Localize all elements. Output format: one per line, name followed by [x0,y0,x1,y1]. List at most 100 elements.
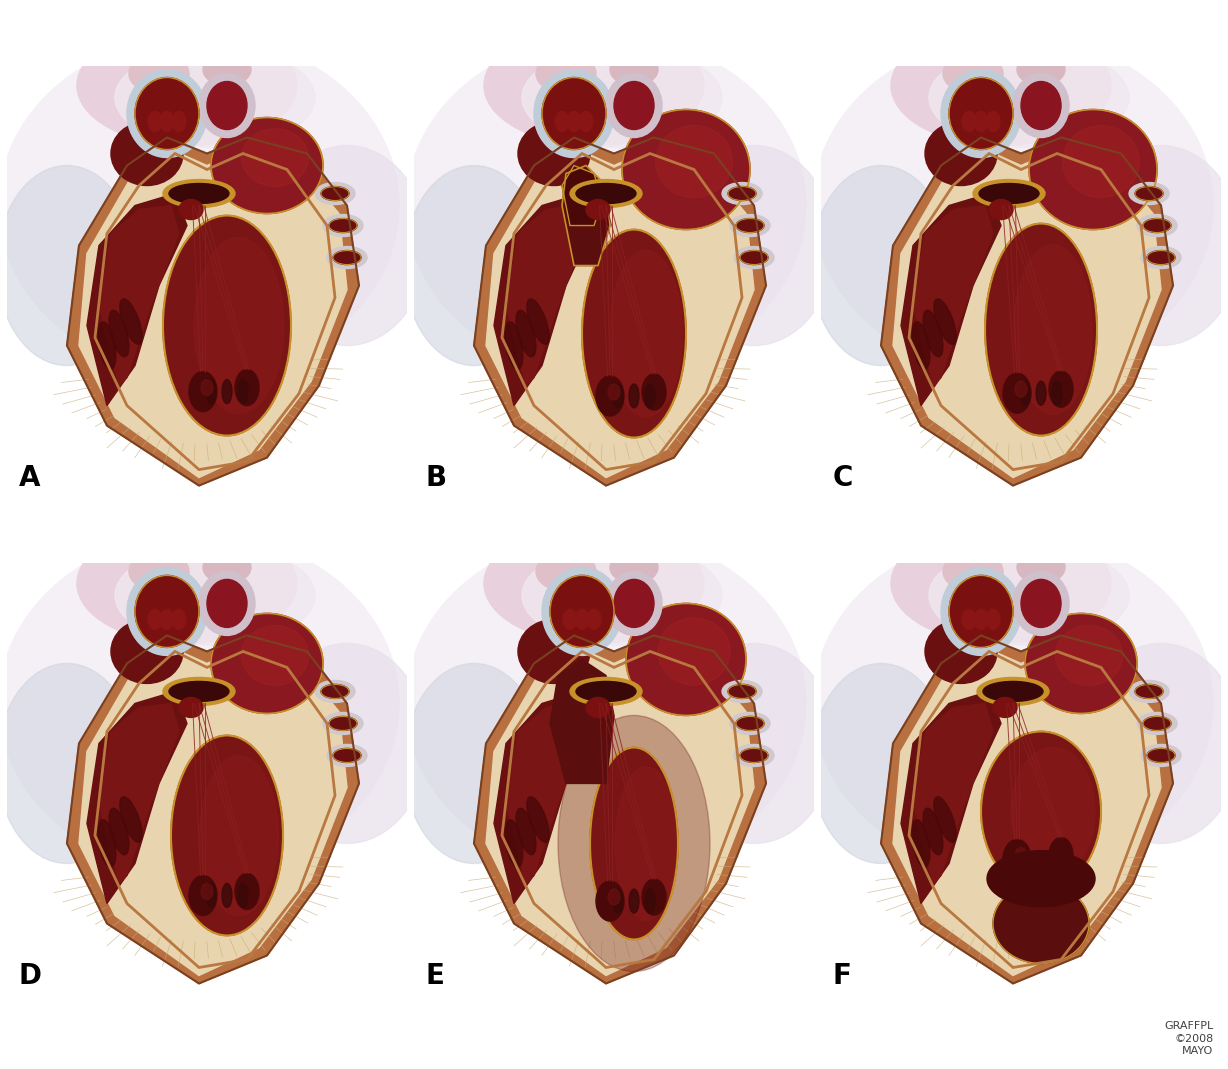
Ellipse shape [242,128,308,186]
Polygon shape [494,193,594,405]
Ellipse shape [484,524,704,644]
Ellipse shape [1081,145,1228,345]
Ellipse shape [189,372,217,412]
Polygon shape [99,205,179,386]
Ellipse shape [986,111,1000,131]
Ellipse shape [1135,684,1163,698]
Ellipse shape [200,756,279,915]
Ellipse shape [722,681,763,702]
Ellipse shape [535,53,596,93]
Ellipse shape [242,625,308,685]
Polygon shape [99,703,179,883]
Ellipse shape [923,310,943,357]
Ellipse shape [126,568,208,655]
Ellipse shape [974,111,989,131]
Ellipse shape [962,111,976,131]
Ellipse shape [238,379,248,404]
Ellipse shape [1020,382,1030,405]
Ellipse shape [266,145,427,345]
Ellipse shape [126,69,208,157]
Ellipse shape [943,53,1003,93]
Ellipse shape [189,876,217,915]
Ellipse shape [171,735,282,935]
Ellipse shape [979,184,1039,203]
Ellipse shape [206,379,216,404]
Ellipse shape [115,545,316,646]
Polygon shape [68,635,359,983]
Ellipse shape [206,883,216,908]
Ellipse shape [728,684,756,698]
Ellipse shape [129,53,189,93]
Ellipse shape [211,614,323,713]
Ellipse shape [562,609,577,630]
Ellipse shape [163,678,235,706]
Ellipse shape [1129,183,1169,204]
Ellipse shape [974,609,989,630]
Ellipse shape [522,47,722,148]
Polygon shape [474,138,766,485]
Ellipse shape [912,820,930,867]
Ellipse shape [484,26,704,145]
Ellipse shape [576,184,636,203]
Ellipse shape [505,820,523,867]
Ellipse shape [596,881,624,921]
Ellipse shape [1062,125,1140,198]
Ellipse shape [0,35,399,375]
Polygon shape [486,648,754,976]
Ellipse shape [986,609,1000,630]
Polygon shape [901,193,1001,405]
Ellipse shape [645,384,655,408]
Ellipse shape [172,609,185,630]
Polygon shape [880,138,1173,485]
Ellipse shape [555,111,569,131]
Polygon shape [68,138,359,485]
Ellipse shape [266,644,427,843]
Ellipse shape [943,552,1003,591]
Ellipse shape [989,200,1013,219]
Ellipse shape [734,744,774,766]
Ellipse shape [610,53,658,86]
Ellipse shape [1055,625,1122,685]
Ellipse shape [329,716,357,730]
Ellipse shape [169,681,228,701]
Ellipse shape [199,572,255,635]
Ellipse shape [1137,712,1178,734]
Ellipse shape [582,230,686,437]
Ellipse shape [201,883,212,899]
Text: D: D [18,962,42,990]
Ellipse shape [740,748,768,762]
Polygon shape [79,648,348,976]
Ellipse shape [534,69,614,157]
Ellipse shape [658,618,729,685]
Ellipse shape [674,644,834,843]
Ellipse shape [1137,215,1178,236]
Ellipse shape [323,215,363,236]
Ellipse shape [570,678,642,706]
Ellipse shape [77,524,297,644]
Ellipse shape [1052,382,1062,405]
Ellipse shape [1017,552,1065,584]
Ellipse shape [609,250,683,417]
Polygon shape [494,692,594,903]
Ellipse shape [194,237,284,414]
Ellipse shape [238,883,248,908]
Ellipse shape [642,879,666,915]
Ellipse shape [550,575,614,648]
Ellipse shape [982,681,1043,701]
Ellipse shape [985,223,1097,435]
Ellipse shape [1143,716,1172,730]
Ellipse shape [962,609,976,630]
Ellipse shape [596,376,624,416]
Ellipse shape [1016,848,1027,864]
Ellipse shape [925,122,997,186]
Ellipse shape [235,873,259,910]
Ellipse shape [518,122,589,186]
Ellipse shape [98,322,115,369]
Ellipse shape [629,384,639,408]
Ellipse shape [120,796,142,842]
Text: GRAFFPL
©2008
MAYO: GRAFFPL ©2008 MAYO [1164,1021,1213,1056]
Ellipse shape [179,200,203,219]
Ellipse shape [813,35,1213,375]
Ellipse shape [98,820,115,867]
Ellipse shape [578,111,593,131]
